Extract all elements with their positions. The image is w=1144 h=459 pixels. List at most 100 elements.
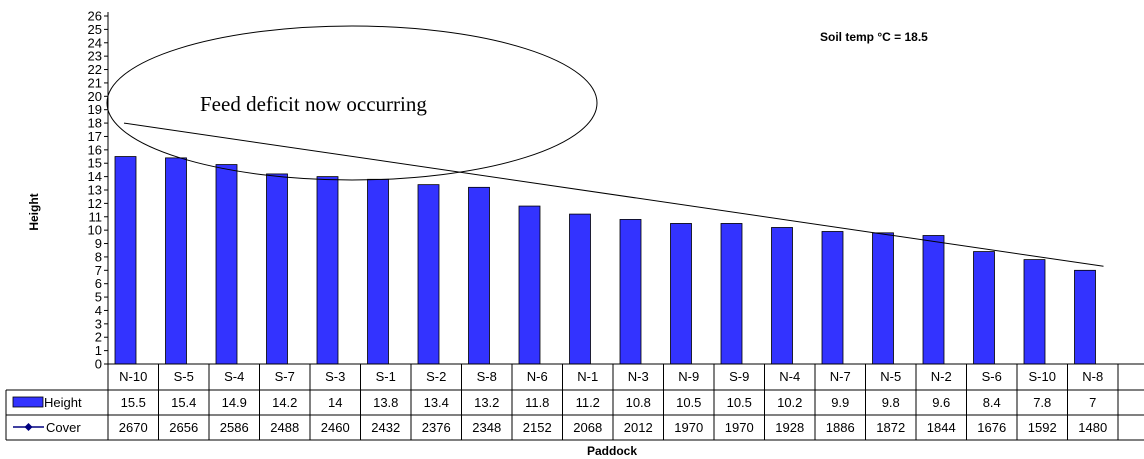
category-label: N-7 bbox=[830, 369, 851, 384]
y-tick-label: 1 bbox=[95, 343, 102, 358]
y-tick-label: 22 bbox=[88, 62, 102, 77]
legend-cover-label: Cover bbox=[46, 420, 81, 435]
height-value: 13.4 bbox=[424, 395, 449, 410]
category-label: N-9 bbox=[678, 369, 699, 384]
height-value: 9.9 bbox=[831, 395, 849, 410]
y-tick-label: 10 bbox=[88, 223, 102, 238]
category-label: S-8 bbox=[477, 369, 497, 384]
y-tick-label: 7 bbox=[95, 263, 102, 278]
height-value: 13.2 bbox=[474, 395, 499, 410]
height-value: 15.5 bbox=[121, 395, 146, 410]
annotation-label: Feed deficit now occurring bbox=[200, 92, 427, 116]
cover-value: 1928 bbox=[775, 420, 804, 435]
y-tick-label: 18 bbox=[88, 116, 102, 131]
y-tick-label: 12 bbox=[88, 196, 102, 211]
cover-value: 1844 bbox=[927, 420, 956, 435]
category-label: N-1 bbox=[577, 369, 598, 384]
category-label: S-2 bbox=[426, 369, 446, 384]
height-value: 11.2 bbox=[576, 395, 600, 410]
bar-S-2 bbox=[417, 184, 440, 365]
category-label: N-5 bbox=[880, 369, 901, 384]
bar-S-3 bbox=[316, 176, 339, 365]
deficit-ellipse bbox=[106, 25, 598, 181]
height-value: 14.9 bbox=[222, 395, 247, 410]
y-tick-label: 4 bbox=[95, 303, 102, 318]
category-label: S-1 bbox=[376, 369, 396, 384]
bar-N-2 bbox=[922, 235, 945, 365]
soil-temp-note: Soil temp °C = 18.5 bbox=[820, 30, 928, 44]
bar-S-1 bbox=[367, 178, 389, 365]
cover-value: 2670 bbox=[119, 420, 148, 435]
y-tick-label: 20 bbox=[88, 89, 102, 104]
cover-value: 1480 bbox=[1078, 420, 1107, 435]
bar-S-5 bbox=[165, 157, 187, 365]
y-tick-label: 3 bbox=[95, 316, 102, 331]
height-value: 10.5 bbox=[727, 395, 752, 410]
bars bbox=[114, 156, 1096, 365]
height-value: 13.8 bbox=[373, 395, 398, 410]
y-axis-ticks: 0123456789101112131415161718192021222324… bbox=[88, 9, 108, 372]
cover-value: 2488 bbox=[270, 420, 299, 435]
x-axis-label: Paddock bbox=[587, 444, 637, 458]
category-label: N-4 bbox=[779, 369, 800, 384]
bar-N-4 bbox=[771, 227, 793, 365]
category-label: S-4 bbox=[224, 369, 244, 384]
y-tick-label: 6 bbox=[95, 276, 102, 291]
bar-N-5 bbox=[872, 232, 894, 365]
bar-N-10 bbox=[114, 156, 137, 365]
category-label: N-2 bbox=[931, 369, 952, 384]
cover-value: 1872 bbox=[876, 420, 905, 435]
category-label: S-6 bbox=[982, 369, 1002, 384]
bar-N-9 bbox=[670, 223, 692, 365]
y-tick-label: 15 bbox=[88, 156, 102, 171]
cover-value: 2012 bbox=[624, 420, 653, 435]
y-tick-label: 17 bbox=[88, 129, 102, 144]
bar-S-8 bbox=[468, 186, 490, 365]
y-tick-label: 13 bbox=[88, 183, 102, 198]
height-value: 10.5 bbox=[676, 395, 701, 410]
category-label: S-7 bbox=[275, 369, 295, 384]
cover-value: 2376 bbox=[422, 420, 451, 435]
cover-value: 2068 bbox=[573, 420, 602, 435]
cover-value: 1970 bbox=[674, 420, 703, 435]
y-tick-label: 21 bbox=[88, 75, 102, 90]
bar-N-8 bbox=[1074, 269, 1096, 365]
y-tick-label: 0 bbox=[95, 357, 102, 372]
bar-S-4 bbox=[215, 164, 238, 365]
bar-S-7 bbox=[266, 173, 288, 365]
category-label: N-6 bbox=[527, 369, 548, 384]
y-tick-label: 14 bbox=[88, 169, 102, 184]
height-value: 10.2 bbox=[777, 395, 802, 410]
data-table: N-10 S-5 S-4 S-7 S-3 S-1 S-2 S-8 N-6 N-1 N-3 N-9 S-9… bbox=[5, 363, 1144, 441]
cover-value: 2152 bbox=[523, 420, 552, 435]
height-value: 10.8 bbox=[626, 395, 651, 410]
height-value: 11.8 bbox=[525, 395, 549, 410]
bar-S-6 bbox=[973, 251, 995, 365]
y-tick-label: 9 bbox=[95, 236, 102, 251]
height-value: 9.6 bbox=[932, 395, 950, 410]
category-label: S-10 bbox=[1029, 369, 1056, 384]
cover-value: 1886 bbox=[826, 420, 855, 435]
y-tick-label: 16 bbox=[88, 142, 102, 157]
height-value: 7 bbox=[1089, 395, 1096, 410]
category-label: S-9 bbox=[729, 369, 749, 384]
y-tick-label: 24 bbox=[88, 35, 102, 50]
legend-cover-marker bbox=[24, 423, 33, 431]
cover-value: 2586 bbox=[220, 420, 249, 435]
legend-height-label: Height bbox=[44, 395, 82, 410]
y-tick-label: 8 bbox=[95, 249, 102, 264]
trend-line bbox=[123, 122, 1104, 267]
y-tick-label: 25 bbox=[88, 22, 102, 37]
category-label: S-5 bbox=[174, 369, 194, 384]
height-value: 9.8 bbox=[882, 395, 900, 410]
bar-N-6 bbox=[518, 205, 541, 365]
height-value: 8.4 bbox=[983, 395, 1001, 410]
category-label: S-3 bbox=[325, 369, 345, 384]
cover-value: 2348 bbox=[472, 420, 501, 435]
bar-N-1 bbox=[569, 213, 591, 365]
y-tick-label: 26 bbox=[88, 9, 102, 24]
bar-N-7 bbox=[821, 231, 844, 365]
height-value: 14 bbox=[328, 395, 342, 410]
category-label: N-8 bbox=[1082, 369, 1103, 384]
